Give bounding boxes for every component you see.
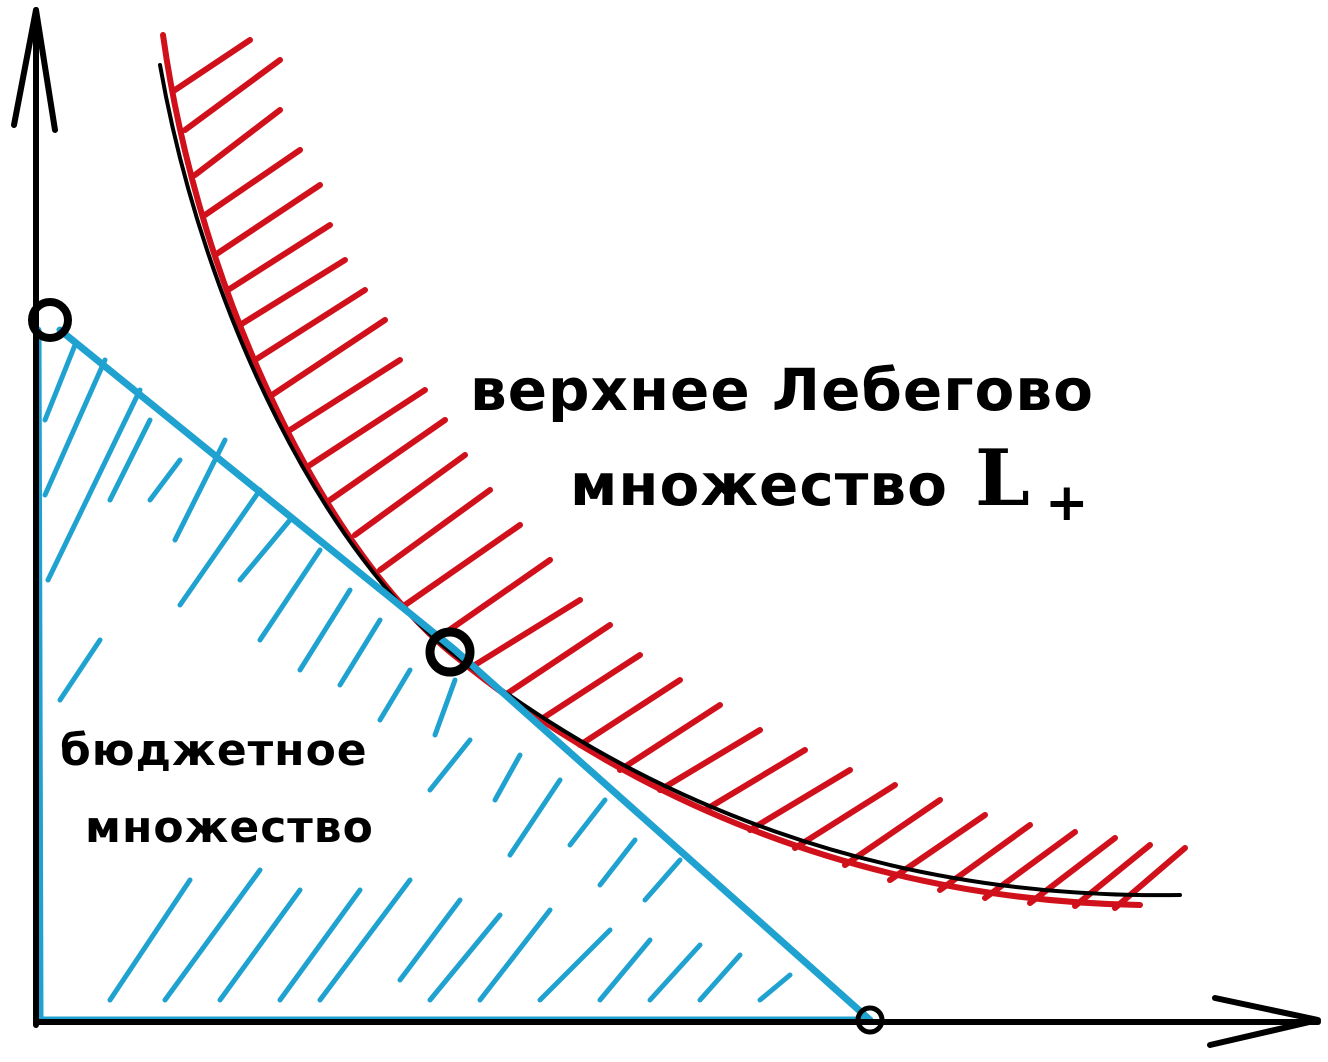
y-axis-arrow-icon	[11, 7, 58, 133]
tangency-point	[425, 627, 475, 677]
budget-set-label-line2: множество	[85, 802, 374, 853]
upper-set-label-line2: множество	[570, 451, 948, 519]
budget-set-label-line1: бюджетное	[60, 725, 368, 776]
upper-set-hatching	[172, 37, 1188, 911]
y-intercept-point	[28, 298, 72, 342]
points	[28, 298, 885, 1035]
budget-set-label: бюджетное множество	[60, 725, 374, 853]
upper-set-symbol-subscript: +	[1045, 473, 1090, 533]
axes	[11, 7, 1321, 1048]
budget-set-hatching	[42, 342, 793, 1003]
x-axis-arrow-icon	[1207, 995, 1321, 1048]
indifference-curve	[158, 63, 1182, 898]
upper-set-symbol: L	[975, 433, 1031, 524]
upper-set-label-line1: верхнее Лебегово	[470, 356, 1094, 424]
budget-line	[56, 326, 874, 1024]
x-intercept-point	[855, 1005, 885, 1035]
upper-set-label: верхнее Лебегово множество L +	[470, 356, 1094, 533]
